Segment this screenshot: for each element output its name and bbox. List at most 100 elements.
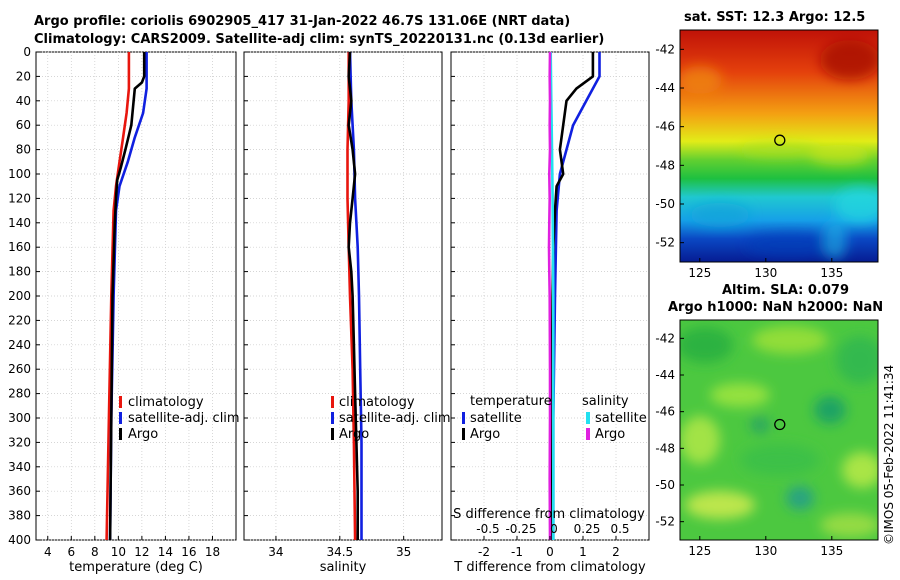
temperature-series [105, 52, 148, 541]
x-tick-label: 12 [134, 545, 149, 559]
y-tick-label: 60 [16, 118, 31, 132]
x-tick-label: 125 [688, 544, 711, 558]
y-tick-label: 40 [16, 94, 31, 108]
x-tick-label: 125 [688, 266, 711, 280]
x-tick-label: 34 [268, 545, 283, 559]
legend-heading-temperature: temperature [470, 394, 552, 409]
y-tick-label: 300 [8, 411, 31, 425]
y-tick-label: -52 [655, 236, 675, 250]
x2-tick-label: -0.25 [505, 522, 536, 536]
legend-swatch-t-argo [462, 428, 465, 440]
legend-label-s-satellite: satellite [595, 411, 647, 426]
y-tick-label: -42 [655, 331, 675, 345]
y-tick-label: -46 [655, 120, 675, 134]
y-tick-label: 80 [16, 143, 31, 157]
figure-title-line1: Argo profile: coriolis 6902905_417 31-Ja… [34, 14, 571, 29]
legend-swatch-satellite [119, 412, 122, 424]
sla-ticks: 125 130 135 -42 -44 -46 -48 -50 -52 [655, 331, 843, 558]
series-line-climatology [105, 52, 131, 541]
difference-legend: temperature salinity satellite Argo sate… [462, 394, 647, 442]
y-tick-label: 140 [8, 216, 31, 230]
y-tick-label: 220 [8, 313, 31, 327]
argo-location-marker [774, 134, 786, 146]
y-tick-label: 280 [8, 387, 31, 401]
sst-texture [680, 40, 878, 260]
y-tick-label: -42 [655, 42, 675, 56]
x-tick-label: 0 [546, 545, 554, 559]
sst-axes [679, 29, 879, 263]
y-tick-label: 360 [8, 484, 31, 498]
temperature-xlabel: temperature (deg C) [69, 560, 203, 575]
series-line-argo [108, 52, 146, 541]
y-tick-label: 240 [8, 338, 31, 352]
y-tick-label: -44 [655, 81, 675, 95]
legend-label-satellite: satellite-adj. clim [128, 411, 240, 426]
x-tick-label: 16 [181, 545, 196, 559]
legend-label-t-argo: Argo [470, 427, 500, 442]
y-tick-label: 400 [8, 533, 31, 547]
salinity-legend: climatology satellite-adj. clim Argo [331, 395, 451, 442]
y-tick-label: 180 [8, 265, 31, 279]
legend-label-climatology: climatology [128, 395, 204, 410]
sla-texture [680, 326, 878, 537]
difference-series [547, 51, 601, 541]
salinity-xlabel: salinity [320, 560, 367, 575]
argo-location-marker [774, 418, 786, 431]
x-tick-label: 1 [579, 545, 587, 559]
x-tick-label: 6 [67, 545, 75, 559]
y-tick-label: 320 [8, 435, 31, 449]
legend-swatch-argo [331, 428, 334, 440]
salinity-panel: 34 34.5 35 salinity climatology satellite-… [243, 51, 451, 575]
x-tick-label: 135 [820, 544, 843, 558]
y-tick-label: -46 [655, 405, 675, 419]
sla-map: 125 130 135 -42 -44 -46 -48 -50 -52 [655, 319, 879, 558]
sst-map: 125 130 135 -42 -44 -46 -48 -50 -52 [655, 29, 879, 280]
x2-tick-label: -0.5 [476, 522, 499, 536]
salinity-series [346, 51, 363, 541]
x-tick-label: 35 [396, 545, 411, 559]
salinity-ticks: 34 34.5 35 [244, 51, 411, 559]
legend-label-s-argo: Argo [595, 427, 625, 442]
x-tick-label: 10 [111, 545, 126, 559]
x-tick-label: 18 [205, 545, 220, 559]
x2-tick-label: 0 [550, 522, 558, 536]
y-tick-label: 260 [8, 362, 31, 376]
x2-tick-label: 0.25 [574, 522, 601, 536]
x-tick-label: -1 [511, 545, 523, 559]
legend-swatch-satellite [331, 412, 334, 424]
legend-heading-salinity: salinity [582, 394, 629, 409]
legend-label-climatology: climatology [339, 395, 415, 410]
series-line-s-argo [547, 51, 552, 541]
legend-swatch-s-argo [586, 428, 590, 440]
x2-tick-label: 0.5 [610, 522, 629, 536]
y-tick-label: -48 [655, 441, 675, 455]
x-tick-label: 8 [91, 545, 99, 559]
y-tick-label: -44 [655, 368, 675, 382]
sst-ticks: 125 130 135 -42 -44 -46 -48 -50 -52 [655, 42, 843, 280]
x-tick-label: -2 [478, 545, 490, 559]
difference-x2label: S difference from climatology [453, 507, 645, 522]
series-line-satellite-adj-clim [348, 51, 363, 540]
x-tick-label: 2 [612, 545, 620, 559]
sst-map-title: sat. SST: 12.3 Argo: 12.5 [684, 10, 866, 25]
y-tick-label: 0 [23, 45, 31, 59]
temperature-legend: climatology satellite-adj. clim Argo [119, 395, 240, 442]
difference-panel: -2 -1 0 1 2 -0.5 -0.25 0 0.25 0.5 T difference fr… [450, 51, 650, 575]
x-tick-label: 130 [754, 544, 777, 558]
y-tick-label: 160 [8, 240, 31, 254]
legend-swatch-s-satellite [586, 412, 590, 424]
y-tick-label: -50 [655, 197, 675, 211]
y-tick-label: 20 [16, 69, 31, 83]
y-tick-label: 100 [8, 167, 31, 181]
legend-label-argo: Argo [128, 427, 158, 442]
sla-axes [679, 319, 879, 541]
y-tick-label: -50 [655, 478, 675, 492]
y-tick-label: 120 [8, 191, 31, 205]
sla-map-title-line2: Argo h1000: NaN h2000: NaN [668, 300, 884, 315]
x-tick-label: 130 [754, 266, 777, 280]
y-tick-label: 200 [8, 289, 31, 303]
temperature-grid [36, 51, 236, 541]
series-line-argo [347, 51, 360, 540]
difference-xlabel: T difference from climatology [453, 560, 646, 575]
